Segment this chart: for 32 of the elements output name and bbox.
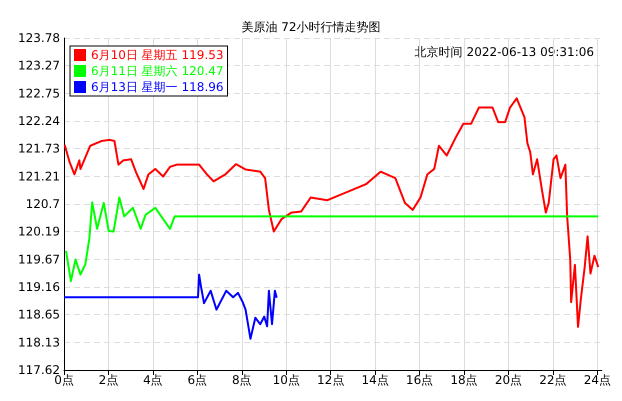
x-tick-label: 24点 [584, 373, 612, 387]
y-tick-label: 123.27 [18, 58, 60, 72]
y-tick-label: 119.67 [18, 252, 60, 267]
x-tick-label: 22点 [539, 373, 567, 387]
x-tick-label: 14点 [361, 373, 389, 387]
y-tick-label: 118.65 [18, 307, 60, 322]
y-tick-label: 121.73 [18, 141, 60, 156]
x-tick-label: 8点 [232, 373, 252, 387]
x-tick-label: 20点 [494, 373, 522, 387]
chart-title: 美原油 72小时行情走势图 [241, 20, 381, 34]
x-tick-label: 10点 [272, 373, 300, 387]
x-tick-label: 0点 [54, 373, 74, 387]
x-tick-label: 16点 [406, 373, 434, 387]
line-series [63, 274, 278, 340]
y-tick-label: 123.78 [18, 31, 60, 45]
y-tick-label: 122.24 [18, 114, 60, 128]
x-tick-label: 2点 [98, 373, 118, 387]
line-series [64, 97, 600, 328]
legend-label: 6月11日 星期六 120.47 [91, 64, 224, 78]
x-tick-label: 12点 [317, 373, 344, 387]
y-tick-label: 120.7 [26, 197, 60, 211]
line-series [65, 196, 600, 282]
y-tick-label: 121.21 [18, 170, 60, 184]
y-tick-label: 120.19 [18, 224, 60, 238]
y-tick-label: 118.13 [18, 336, 60, 350]
legend-label: 6月10日 星期五 119.53 [91, 48, 224, 62]
x-tick-label: 6点 [188, 373, 208, 387]
x-tick-label: 18点 [450, 373, 478, 387]
y-tick-label: 122.75 [18, 86, 60, 101]
y-tick-label: 119.16 [18, 280, 60, 294]
x-tick-label: 4点 [143, 373, 163, 387]
legend-label: 6月13日 星期一 118.96 [91, 80, 224, 94]
